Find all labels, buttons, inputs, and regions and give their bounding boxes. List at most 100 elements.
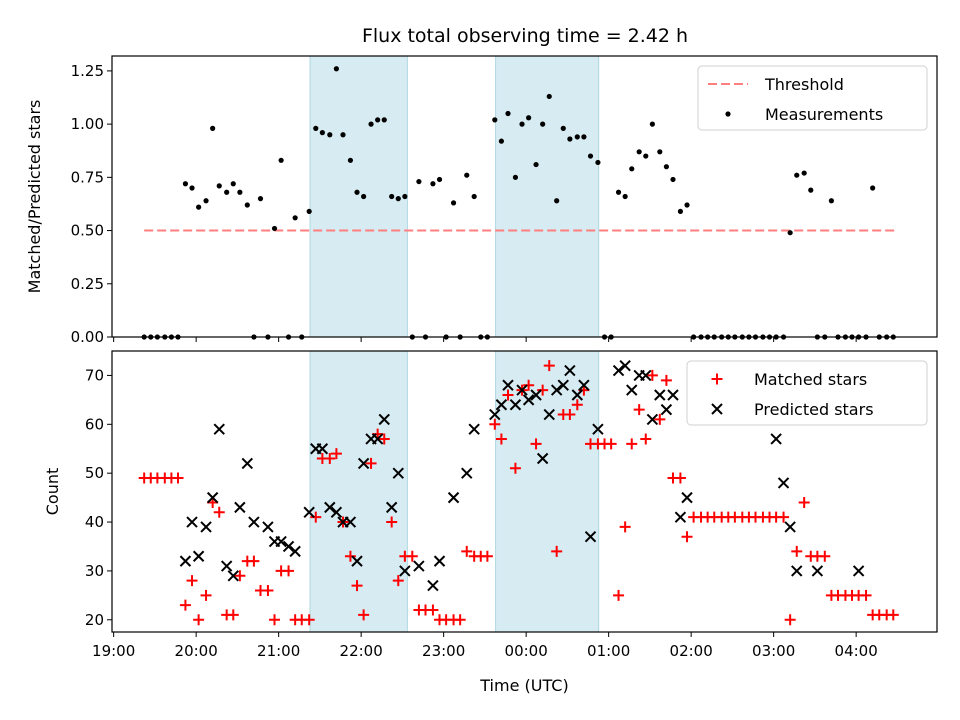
matched-star-point bbox=[406, 550, 418, 562]
predicted-star-point bbox=[571, 389, 584, 401]
predicted-star-point bbox=[784, 521, 796, 533]
matched-star-point bbox=[427, 604, 439, 616]
predicted-star-point bbox=[468, 423, 480, 435]
predicted-star-point bbox=[626, 384, 638, 396]
matched-star-point bbox=[778, 511, 790, 523]
measurement-point bbox=[464, 172, 470, 178]
predicted-star-point bbox=[234, 501, 246, 514]
measurement-point bbox=[313, 125, 319, 131]
matched-star-point bbox=[819, 550, 831, 562]
predicted-star-point bbox=[213, 423, 225, 435]
matched-star-point bbox=[262, 584, 274, 596]
y-tick-label: 40 bbox=[85, 513, 104, 531]
matched-star-point bbox=[633, 404, 645, 416]
measurement-point bbox=[389, 193, 395, 200]
predicted-star-point bbox=[564, 364, 576, 377]
measurement-point bbox=[492, 117, 498, 123]
measurement-point bbox=[519, 121, 525, 127]
y-tick-label: 0.75 bbox=[71, 168, 104, 186]
predicted-star-point bbox=[791, 565, 803, 577]
predicted-star-point bbox=[413, 560, 425, 572]
matched-star-point bbox=[674, 472, 686, 484]
measurement-point bbox=[203, 198, 209, 204]
matched-star-point bbox=[179, 599, 191, 611]
y-tick-label: 1.25 bbox=[71, 62, 104, 80]
bottom-panel: 20 30 40 50 60 70 19:00 20:00 21:00 22:00 23:00 00:… bbox=[43, 350, 938, 695]
matched-star-point bbox=[392, 575, 404, 587]
matched-star-point bbox=[613, 589, 625, 601]
measurement-point bbox=[292, 215, 298, 221]
matched-star-point bbox=[227, 609, 239, 621]
predicted-star-point bbox=[392, 467, 404, 479]
predicted-star-point bbox=[522, 394, 535, 406]
predicted-star-point bbox=[612, 364, 625, 377]
predicted-star-point bbox=[200, 521, 212, 533]
predicted-star-point bbox=[592, 423, 604, 435]
measurement-point bbox=[622, 193, 628, 200]
measurement-point bbox=[546, 93, 552, 100]
predicted-star-point bbox=[179, 555, 192, 567]
predicted-star-point bbox=[811, 565, 824, 577]
matched-star-point bbox=[213, 506, 225, 518]
matched-star-point bbox=[248, 555, 260, 567]
matched-star-point bbox=[193, 614, 205, 626]
measurement-point bbox=[615, 189, 622, 195]
matched-star-point bbox=[543, 360, 555, 372]
x-tick-label: 00:00 bbox=[505, 642, 548, 660]
predicted-star-point bbox=[324, 501, 336, 514]
matched-star-point bbox=[283, 565, 295, 577]
predicted-star-point bbox=[674, 511, 687, 523]
measurement-point bbox=[196, 204, 202, 210]
predicted-star-point bbox=[357, 457, 370, 470]
matched-star-point bbox=[791, 545, 803, 557]
predicted-star-point bbox=[241, 457, 254, 470]
predicted-star-point bbox=[371, 433, 384, 445]
matched-star-point bbox=[324, 453, 336, 465]
predicted-star-point bbox=[557, 379, 569, 391]
x-tick-label: 02:00 bbox=[670, 642, 713, 660]
y-tick-label: 0.50 bbox=[71, 222, 104, 240]
predicted-star-point bbox=[509, 399, 522, 411]
measurement-point bbox=[361, 193, 367, 200]
x-tick-label: 03:00 bbox=[752, 642, 795, 660]
measurement-point bbox=[663, 164, 670, 170]
matched-star-point bbox=[784, 614, 796, 626]
predicted-star-point bbox=[378, 413, 390, 426]
measurement-point bbox=[210, 125, 216, 131]
measurement-point bbox=[587, 153, 594, 159]
matched-star-point bbox=[234, 570, 246, 582]
legend-label: Threshold bbox=[764, 75, 844, 94]
measurement-point bbox=[430, 181, 436, 187]
measurement-point bbox=[182, 181, 189, 187]
x-tick-label: 20:00 bbox=[175, 642, 218, 660]
measurement-point bbox=[670, 176, 676, 183]
measurement-point bbox=[574, 134, 580, 140]
predicted-star-point bbox=[530, 389, 542, 401]
predicted-star-point bbox=[303, 506, 315, 518]
y-tick-label: 50 bbox=[85, 464, 104, 482]
measurement-point bbox=[629, 166, 635, 172]
predicted-star-point bbox=[516, 384, 528, 396]
predicted-star-point bbox=[289, 545, 301, 558]
matched-star-point bbox=[365, 457, 377, 469]
matched-star-point bbox=[481, 550, 493, 562]
predicted-star-point bbox=[667, 389, 679, 401]
matched-star-point bbox=[523, 379, 535, 391]
predicted-star-point bbox=[316, 443, 329, 455]
matched-star-point bbox=[564, 409, 576, 421]
matched-star-point bbox=[386, 516, 398, 528]
predicted-star-point bbox=[282, 540, 295, 553]
measurement-point bbox=[237, 189, 243, 195]
top-panel: 0.00 0.25 0.50 0.75 1.00 1.25 Matched/Predicte… bbox=[25, 55, 938, 346]
measurement-point bbox=[787, 230, 793, 236]
shaded-interval bbox=[495, 55, 600, 338]
measurement-point bbox=[436, 176, 443, 183]
matched-star-point bbox=[495, 433, 507, 445]
measurement-point bbox=[505, 110, 511, 117]
y-tick-label: 60 bbox=[85, 415, 104, 433]
measurement-point bbox=[567, 136, 573, 142]
predicted-star-point bbox=[385, 501, 398, 514]
matched-star-point bbox=[172, 472, 184, 484]
measurement-point bbox=[347, 157, 354, 163]
